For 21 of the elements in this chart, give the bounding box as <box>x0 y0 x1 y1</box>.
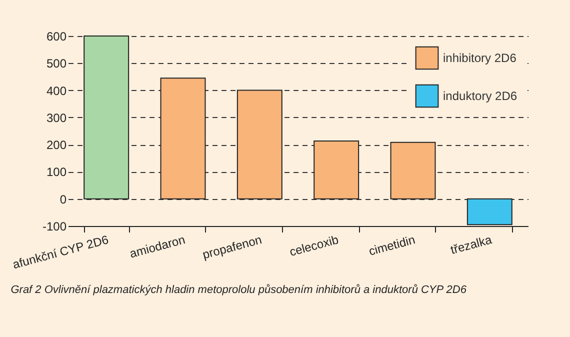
x-tick-label: celecoxib <box>288 232 340 260</box>
text: Graf 2 Ovlivnění plazmatických hladin metoprololu působením inhibitorů a induktorů CYP 2D6 <box>10 284 468 296</box>
y-tick-label: 200 <box>46 138 67 152</box>
y-tick-label: 0 <box>60 192 67 206</box>
bar <box>236 90 282 200</box>
y-tick-label: 300 <box>46 110 67 125</box>
legend-label: induktory 2D6 <box>443 89 518 103</box>
y-tick-label: 100 <box>46 165 67 180</box>
x-tick-label: cimetidin <box>367 232 417 258</box>
bar <box>314 140 360 200</box>
y-tick-label: 600 <box>46 30 67 44</box>
x-tick-label: amiodaron <box>128 232 187 261</box>
legend-label: inhibitory 2D6 <box>443 51 517 65</box>
x-tick-label: afunkční CYP 2D6 <box>11 232 110 272</box>
bar <box>160 78 206 200</box>
bar <box>390 142 436 200</box>
bar <box>84 36 130 200</box>
x-tick-label: třezalka <box>449 232 494 257</box>
y-tick-label: -100 <box>42 220 67 234</box>
y-tick-label: 400 <box>46 84 67 98</box>
y-tick-label: 500 <box>46 56 67 71</box>
